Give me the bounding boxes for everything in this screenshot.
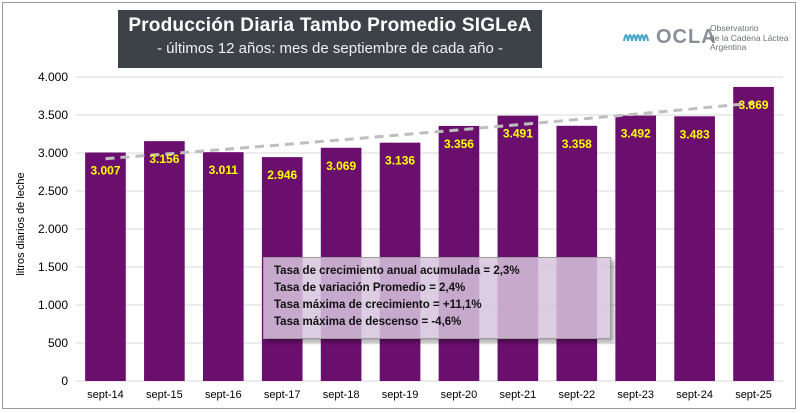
y-tick-label: 2.500: [38, 184, 68, 198]
chart-subtitle: - últimos 12 años: mes de septiembre de …: [156, 40, 504, 57]
value-label: 3.069: [326, 159, 356, 173]
x-tick-label: sept-18: [323, 389, 360, 401]
stat-max-decline: Tasa máxima de descenso = -4,6%: [274, 316, 462, 328]
logo-subtitle: Observatorio de la Cadena Láctea Argenti…: [710, 23, 789, 53]
bar: [497, 115, 539, 382]
gridlines: [76, 76, 783, 382]
bar: [733, 86, 774, 382]
bar: [144, 141, 185, 381]
x-tick-label: sept-20: [441, 389, 478, 401]
bar: [85, 152, 126, 381]
bar: [438, 125, 480, 381]
y-axis-ticks: 0 500 1.000 1.500 2.000 2.500 3.000 3.500 4.000: [38, 70, 68, 388]
x-tick-label: sept-25: [735, 389, 772, 401]
y-tick-label: 500: [48, 336, 68, 350]
value-label: 3.492: [621, 127, 651, 141]
y-tick-label: 3.500: [38, 108, 68, 122]
value-label: 3.007: [90, 163, 120, 177]
trendline: [105, 101, 754, 161]
value-labels: 3.007 3.156 3.011 2.946 3.069 3.136 3.356 3.491…: [90, 98, 768, 182]
value-label: 3.358: [562, 137, 592, 151]
value-label: 3.869: [739, 98, 769, 112]
x-tick-label: sept-17: [264, 389, 301, 401]
stat-max-growth: Tasa máxima de crecimiento = +11,1%: [274, 299, 482, 311]
stats-box: Tasa de crecimiento anual acumulada = 2,…: [263, 257, 611, 339]
value-label: 3.483: [680, 127, 710, 141]
value-label: 3.491: [503, 127, 533, 141]
y-tick-label: 2.000: [38, 222, 68, 236]
logo-line-3: Argentina: [710, 42, 747, 52]
x-tick-label: sept-14: [87, 389, 124, 401]
stat-cagr: Tasa de crecimiento anual acumulada = 2,…: [274, 265, 520, 277]
bar: [674, 116, 715, 382]
x-axis-labels: sept-14 sept-15 sept-16 sept-17 sept-18 sept-…: [87, 389, 772, 401]
logo-line-1: Observatorio: [710, 23, 759, 33]
y-tick-label: 1.000: [38, 298, 68, 312]
bar: [202, 152, 244, 381]
value-label: 3.011: [209, 163, 239, 177]
x-tick-label: sept-19: [382, 389, 419, 401]
x-tick-label: sept-23: [617, 389, 654, 401]
value-label: 3.156: [149, 152, 179, 166]
stat-average-variation: Tasa de variación Promedio = 2,4%: [274, 282, 466, 294]
bar: [556, 125, 598, 382]
y-axis-title: litros diarios de leche: [15, 172, 27, 276]
x-tick-label: sept-22: [558, 389, 595, 401]
x-tick-label: sept-16: [205, 389, 242, 401]
x-tick-label: sept-24: [676, 389, 713, 401]
bar: [615, 115, 657, 381]
ocla-logo: OCLA Observatorio de la Cadena Láctea Ar…: [622, 22, 792, 62]
y-tick-label: 3.000: [38, 146, 68, 160]
x-tick-label: sept-21: [500, 389, 537, 401]
chart-title: Producción Diaria Tambo Promedio SIGLeA: [128, 15, 532, 36]
y-tick-label: 0: [61, 374, 68, 388]
x-tick-label: sept-15: [146, 389, 183, 401]
y-tick-label: 1.500: [38, 260, 68, 274]
ocla-waves-logo-icon: [623, 34, 649, 42]
logo-line-2: de la Cadena Láctea: [710, 32, 789, 43]
y-tick-label: 4.000: [38, 70, 68, 84]
trendline-path: [105, 101, 754, 161]
value-label: 3.136: [385, 154, 415, 168]
title-box: Producción Diaria Tambo Promedio SIGLeA …: [118, 10, 542, 68]
value-label: 3.356: [444, 137, 474, 151]
logo-wordmark: OCLA: [656, 26, 717, 48]
value-label: 2.946: [267, 168, 297, 182]
